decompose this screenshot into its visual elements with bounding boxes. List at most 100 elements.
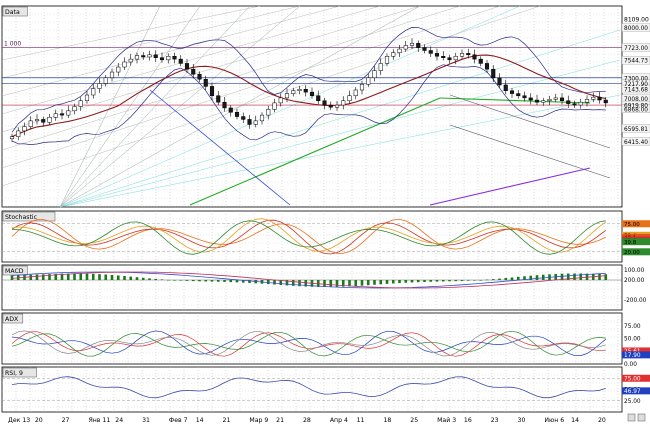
adx-y-label: 75.00 — [624, 324, 641, 330]
adx-y-label: 0.00 — [624, 362, 637, 368]
macd-bar — [104, 274, 108, 280]
x-tick-label: Апр 4 — [330, 417, 348, 424]
fan-line — [59, 94, 621, 208]
candle — [491, 68, 496, 79]
candle — [347, 95, 352, 102]
candle — [216, 95, 221, 103]
macd-y-label: -200.00 — [624, 298, 647, 304]
macd-bar — [66, 273, 70, 280]
rsi-tick-box — [622, 374, 650, 382]
candle — [334, 104, 340, 108]
x-tick-label: 20 — [598, 417, 606, 424]
macd-y-label: 200.00 — [624, 278, 645, 284]
y-tick-box — [621, 124, 650, 133]
x-tick-label: 27 — [62, 417, 70, 424]
macd-bar — [498, 278, 501, 280]
candle — [78, 100, 83, 107]
candle — [328, 104, 333, 108]
stoch-band-label: 39.8 — [624, 240, 637, 246]
x-tick-label: 21 — [276, 417, 284, 424]
candle — [247, 119, 252, 125]
candle — [147, 54, 152, 58]
adx-y-label: 17.90 — [624, 353, 641, 359]
macd-bar — [148, 278, 151, 280]
rsi-tick-box — [622, 387, 650, 395]
panel-frame-main — [1, 5, 623, 208]
macd-bar — [54, 273, 58, 280]
candle — [391, 52, 396, 57]
candle — [197, 73, 202, 80]
candle — [178, 58, 183, 64]
adx-y-label: 50.00 — [624, 337, 641, 343]
macd-bar — [185, 280, 189, 281]
macd-bar — [460, 280, 464, 281]
macd-bar — [279, 280, 283, 286]
candle — [447, 57, 452, 61]
y-tick-label: 7300.00 — [624, 76, 648, 82]
macd-bar — [223, 280, 226, 282]
candle — [159, 57, 165, 61]
macd-bar — [35, 274, 39, 280]
label-1000: 1 000 — [4, 40, 21, 47]
adx-tick-box — [622, 351, 650, 359]
scroll-icon[interactable] — [637, 413, 646, 422]
macd-bar — [229, 280, 233, 283]
gann-fan — [1, 5, 621, 208]
candle — [278, 97, 283, 104]
candle — [53, 113, 58, 118]
candle — [553, 97, 558, 100]
candle — [591, 96, 596, 100]
candle — [353, 89, 358, 96]
x-tick-label: Май 3 — [437, 416, 456, 424]
macd-bar — [329, 280, 333, 287]
macd-bar — [98, 274, 101, 280]
candle — [259, 114, 265, 122]
macd-bar — [385, 280, 389, 284]
main-y-axis — [621, 23, 650, 146]
candle — [141, 55, 146, 58]
candle — [103, 77, 108, 84]
y-tick-label: 7008.00 — [624, 97, 648, 103]
macd-y-label: 100.00 — [624, 268, 645, 274]
candle — [22, 126, 27, 132]
candle — [222, 101, 227, 109]
candle — [509, 90, 515, 94]
y-tick-box — [621, 56, 650, 65]
macd-bar — [379, 280, 383, 285]
adx-line — [11, 330, 607, 356]
macd-bar — [416, 280, 420, 283]
y-tick-label: 6868.00 — [624, 107, 648, 113]
panel-title-box-rsi — [2, 367, 37, 378]
macd-bar — [116, 275, 120, 280]
macd-bar — [366, 280, 370, 286]
candle — [109, 71, 115, 79]
macd-bar — [504, 278, 508, 280]
zoom-icon[interactable] — [627, 413, 636, 422]
macd-bar — [491, 279, 495, 280]
candle — [478, 58, 483, 64]
macd-bar — [529, 275, 533, 280]
candle — [203, 78, 208, 87]
x-tick-label: Мар 9 — [249, 417, 268, 424]
candle — [584, 99, 590, 103]
y-tick-label: 7723.00 — [624, 46, 648, 52]
green-channel-line — [439, 97, 591, 104]
purple-trend-line — [429, 167, 591, 206]
bollinger-lower — [11, 64, 606, 145]
macd-bar — [266, 280, 270, 285]
candle — [453, 56, 458, 61]
candle — [341, 100, 346, 106]
candle — [234, 111, 240, 117]
macd-bar — [535, 275, 539, 280]
macd-bar — [123, 276, 126, 280]
candle — [34, 119, 40, 122]
candle — [128, 58, 133, 63]
macd-bar — [29, 274, 33, 280]
candle — [372, 70, 377, 79]
y-tick-label: 7217.90 — [624, 82, 648, 88]
candle — [441, 56, 446, 58]
adx-line — [11, 330, 606, 357]
macd-bar — [41, 274, 45, 280]
macd-bar — [410, 280, 414, 283]
